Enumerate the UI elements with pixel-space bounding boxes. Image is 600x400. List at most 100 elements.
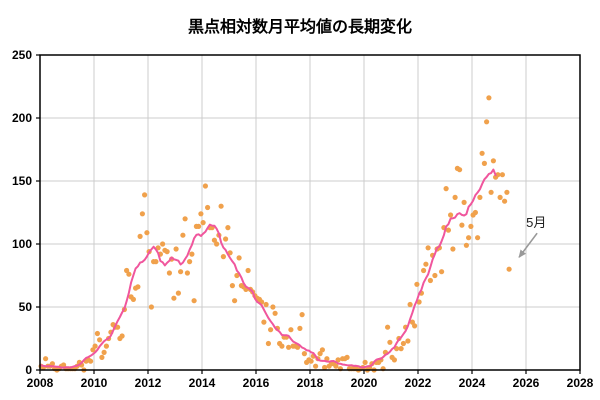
- data-point: [308, 358, 314, 364]
- data-point: [452, 194, 458, 200]
- data-point: [261, 319, 267, 325]
- data-point: [385, 324, 391, 330]
- data-point: [317, 351, 323, 357]
- data-point: [119, 333, 125, 339]
- data-point: [466, 235, 472, 241]
- data-point: [173, 246, 179, 252]
- data-point: [178, 269, 184, 275]
- x-tick-label: 2022: [405, 376, 432, 390]
- data-point: [180, 232, 186, 238]
- data-point: [472, 209, 478, 216]
- data-point: [288, 327, 294, 333]
- data-point: [265, 340, 271, 347]
- chart-title: 黒点相対数月平均値の長期変化: [187, 19, 412, 36]
- data-point: [103, 343, 109, 349]
- y-tick-labels: 0 50 100 150 200 250: [12, 48, 32, 377]
- data-point: [463, 242, 469, 248]
- data-point: [220, 254, 226, 260]
- data-point: [99, 354, 105, 360]
- data-point: [43, 356, 49, 362]
- scatter-points: [38, 95, 512, 373]
- data-point: [236, 255, 242, 261]
- data-point: [135, 284, 141, 290]
- data-point: [409, 319, 415, 325]
- data-point: [488, 189, 494, 195]
- data-point: [268, 327, 274, 333]
- data-point: [245, 267, 251, 274]
- data-point: [92, 343, 98, 349]
- data-point: [211, 237, 217, 243]
- data-point: [279, 343, 285, 349]
- data-point: [126, 271, 132, 277]
- x-tick-label: 2024: [459, 376, 486, 390]
- data-point: [344, 354, 350, 360]
- data-point: [461, 199, 467, 205]
- data-point: [214, 241, 220, 247]
- data-point: [153, 259, 159, 265]
- data-point: [229, 283, 235, 289]
- data-point: [202, 183, 208, 189]
- x-tick-label: 2028: [567, 376, 594, 390]
- data-point: [130, 296, 136, 302]
- data-point: [335, 357, 341, 363]
- data-point: [400, 340, 406, 347]
- data-point: [182, 216, 188, 222]
- data-point: [286, 344, 292, 350]
- data-point: [297, 325, 303, 331]
- data-point: [61, 362, 67, 368]
- data-point: [301, 351, 307, 357]
- data-point: [166, 270, 172, 276]
- x-tick-label: 2014: [189, 376, 216, 390]
- data-point: [97, 337, 103, 343]
- data-point: [468, 223, 474, 229]
- data-point: [387, 339, 393, 345]
- data-point: [495, 172, 501, 178]
- annotation-arrow: [518, 232, 538, 259]
- data-point: [477, 194, 483, 200]
- data-point: [200, 220, 206, 226]
- x-tick-label: 2010: [81, 376, 108, 390]
- data-point: [88, 358, 94, 364]
- data-point: [448, 212, 454, 218]
- data-point: [234, 272, 240, 279]
- data-point: [263, 301, 269, 308]
- data-point: [225, 225, 231, 231]
- x-tick-label: 2016: [243, 376, 270, 390]
- data-point: [187, 259, 193, 265]
- data-point: [362, 359, 368, 365]
- data-point: [272, 310, 278, 316]
- y-tick-label: 150: [12, 174, 32, 188]
- y-tick-label: 100: [12, 237, 32, 251]
- data-point: [484, 119, 490, 125]
- y-tick-label: 0: [25, 363, 32, 377]
- data-point: [490, 158, 496, 164]
- data-point: [443, 186, 449, 192]
- x-tick-label: 2020: [351, 376, 378, 390]
- data-point: [319, 347, 325, 353]
- data-point: [324, 356, 330, 362]
- data-point: [475, 235, 481, 241]
- y-tick-label: 250: [12, 48, 32, 62]
- data-point: [322, 364, 328, 371]
- data-point: [497, 194, 503, 200]
- data-point: [218, 203, 224, 209]
- data-point: [506, 266, 512, 272]
- data-point: [427, 277, 433, 284]
- data-point: [405, 338, 411, 344]
- x-tick-label: 2012: [135, 376, 162, 390]
- data-point: [432, 272, 438, 279]
- data-point: [184, 270, 190, 276]
- data-point: [414, 281, 420, 287]
- annotation-label: 5月: [526, 215, 547, 231]
- gridlines: [40, 55, 580, 370]
- data-point: [299, 312, 305, 318]
- data-point: [232, 298, 238, 304]
- data-point: [160, 241, 166, 247]
- data-point: [457, 167, 463, 173]
- x-tick-label: 2018: [297, 376, 324, 390]
- data-point: [499, 172, 505, 178]
- data-point: [144, 230, 150, 236]
- data-point: [481, 160, 487, 166]
- data-point: [423, 261, 429, 267]
